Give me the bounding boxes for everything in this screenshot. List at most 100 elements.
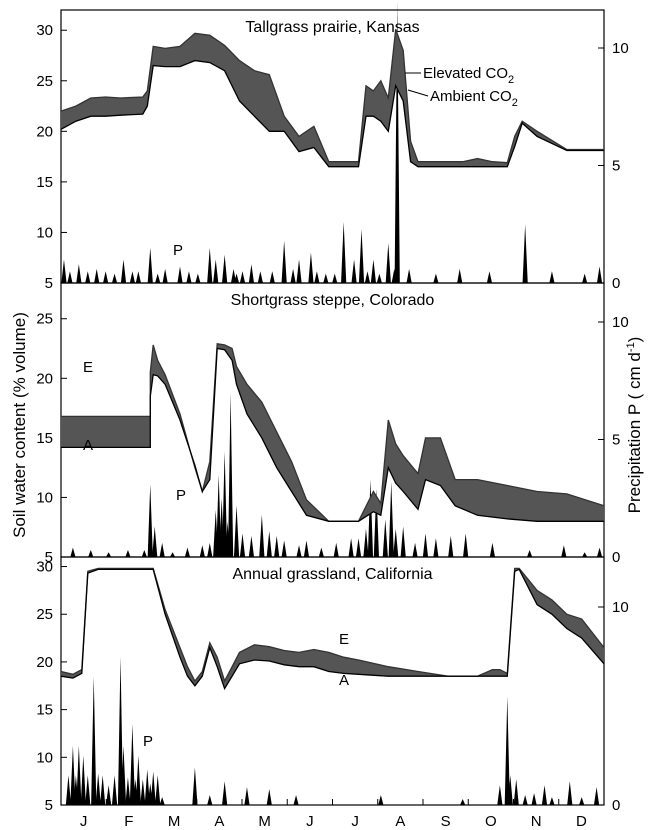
- annotation-elevated-co2: Elevated CO2: [423, 65, 514, 86]
- precip-bar: [266, 531, 272, 557]
- month-label: A: [395, 813, 405, 830]
- precip-bar: [341, 221, 347, 283]
- precip-bar: [141, 549, 147, 557]
- precip-bar: [125, 549, 131, 557]
- precip-bar: [296, 259, 302, 283]
- precip-bar: [348, 538, 354, 557]
- precip-bar: [370, 259, 377, 283]
- precip-bar: [433, 273, 439, 283]
- annotation-ambient: A: [339, 672, 349, 689]
- panel-frame: [60, 9, 605, 284]
- precip-bar: [65, 775, 72, 805]
- precip-bar: [497, 785, 503, 805]
- y-tick-label: 10: [36, 224, 53, 241]
- y-tick-label: 5: [45, 797, 53, 814]
- precip-bar: [244, 787, 250, 805]
- panel-title: Annual grassland, California: [232, 566, 432, 583]
- co2-difference-band: [61, 568, 604, 689]
- precip-bar: [531, 793, 537, 805]
- precip-bar: [95, 773, 101, 805]
- precip-bar: [266, 789, 272, 805]
- co2-difference-band: [61, 343, 604, 522]
- precip-bar: [373, 488, 379, 557]
- precip-bar: [103, 271, 109, 283]
- month-label: O: [485, 813, 497, 830]
- precip-bar: [239, 533, 246, 557]
- precip-bar: [259, 514, 265, 557]
- annotation-elevated: E: [83, 359, 93, 376]
- precip-bar: [522, 224, 528, 283]
- precip-bar: [80, 755, 86, 805]
- precip-bar: [125, 777, 131, 805]
- month-label: M: [258, 813, 271, 830]
- precip-bar: [213, 259, 219, 283]
- y-tick-label: 15: [36, 702, 53, 719]
- precip-bar: [582, 552, 588, 557]
- precip-bar: [169, 552, 176, 557]
- series-line-ambient: [61, 347, 604, 522]
- panel-frame: [60, 556, 605, 806]
- month-label: F: [124, 813, 133, 830]
- precip-bar: [393, 528, 399, 557]
- precip-bar: [222, 254, 228, 283]
- precip-bar: [269, 271, 275, 283]
- month-label: S: [441, 813, 451, 830]
- panel-title: Tallgrass prairie, Kansas: [245, 19, 419, 36]
- y-tick-label: 30: [36, 559, 53, 576]
- y-tick-label: 20: [36, 123, 53, 140]
- y2-tick-label: 10: [612, 40, 629, 57]
- precip-bar: [257, 271, 263, 283]
- precip-bar: [144, 769, 150, 805]
- precip-bar: [233, 505, 240, 557]
- precip-bar: [147, 484, 153, 557]
- y-tick-label: 25: [36, 606, 53, 623]
- month-label: A: [214, 813, 224, 830]
- precip-bar: [333, 542, 339, 557]
- annotation-precip: P: [143, 733, 153, 750]
- annotation-leader-line: [407, 89, 429, 97]
- y2-tick-label: 0: [612, 275, 620, 292]
- month-label: J: [351, 813, 359, 830]
- precip-bar: [579, 797, 585, 805]
- precip-bar: [448, 535, 454, 557]
- y-tick-label: 25: [36, 311, 53, 328]
- precip-bar: [332, 273, 338, 283]
- precip-bar: [549, 271, 555, 283]
- precip-bar: [400, 526, 406, 557]
- month-label: J: [306, 813, 314, 830]
- precip-bar: [308, 252, 314, 283]
- precip-bar: [358, 228, 365, 283]
- y-tick-label: 5: [45, 275, 53, 292]
- y-axis-left-label: Soil water content (% volume): [10, 312, 29, 538]
- series-line-elevated: [61, 343, 605, 522]
- annotation-precip: P: [176, 487, 186, 504]
- y-axis-right-label-superscript: -1: [625, 342, 637, 352]
- precip-bar: [159, 797, 165, 805]
- precip-bar: [135, 755, 141, 805]
- panel-title: Shortgrass steppe, Colorado: [231, 292, 435, 309]
- series-line-elevated: [60, 28, 604, 164]
- y2-tick-label: 10: [612, 314, 629, 331]
- precip-bar: [549, 797, 555, 805]
- precip-bar: [230, 268, 237, 283]
- month-label: J: [80, 813, 88, 830]
- precip-bar: [382, 519, 388, 557]
- precip-bar: [522, 795, 528, 805]
- y-tick-label: 25: [36, 73, 53, 90]
- precip-bar: [527, 549, 533, 557]
- precip-bar: [76, 264, 82, 283]
- precip-bar: [227, 392, 234, 557]
- precip-bar: [76, 745, 82, 805]
- precip-bar: [233, 273, 240, 283]
- precip-bar: [85, 775, 91, 805]
- precip-bar: [281, 540, 287, 557]
- precip-bar: [507, 775, 513, 805]
- precip-bar: [195, 273, 201, 283]
- y2-tick-label: 10: [612, 599, 629, 616]
- precip-bar: [363, 528, 369, 557]
- y-tick-label: 15: [36, 174, 53, 191]
- precip-bar: [207, 247, 213, 283]
- precip-bar: [281, 240, 287, 283]
- y2-tick-label: 5: [612, 158, 620, 175]
